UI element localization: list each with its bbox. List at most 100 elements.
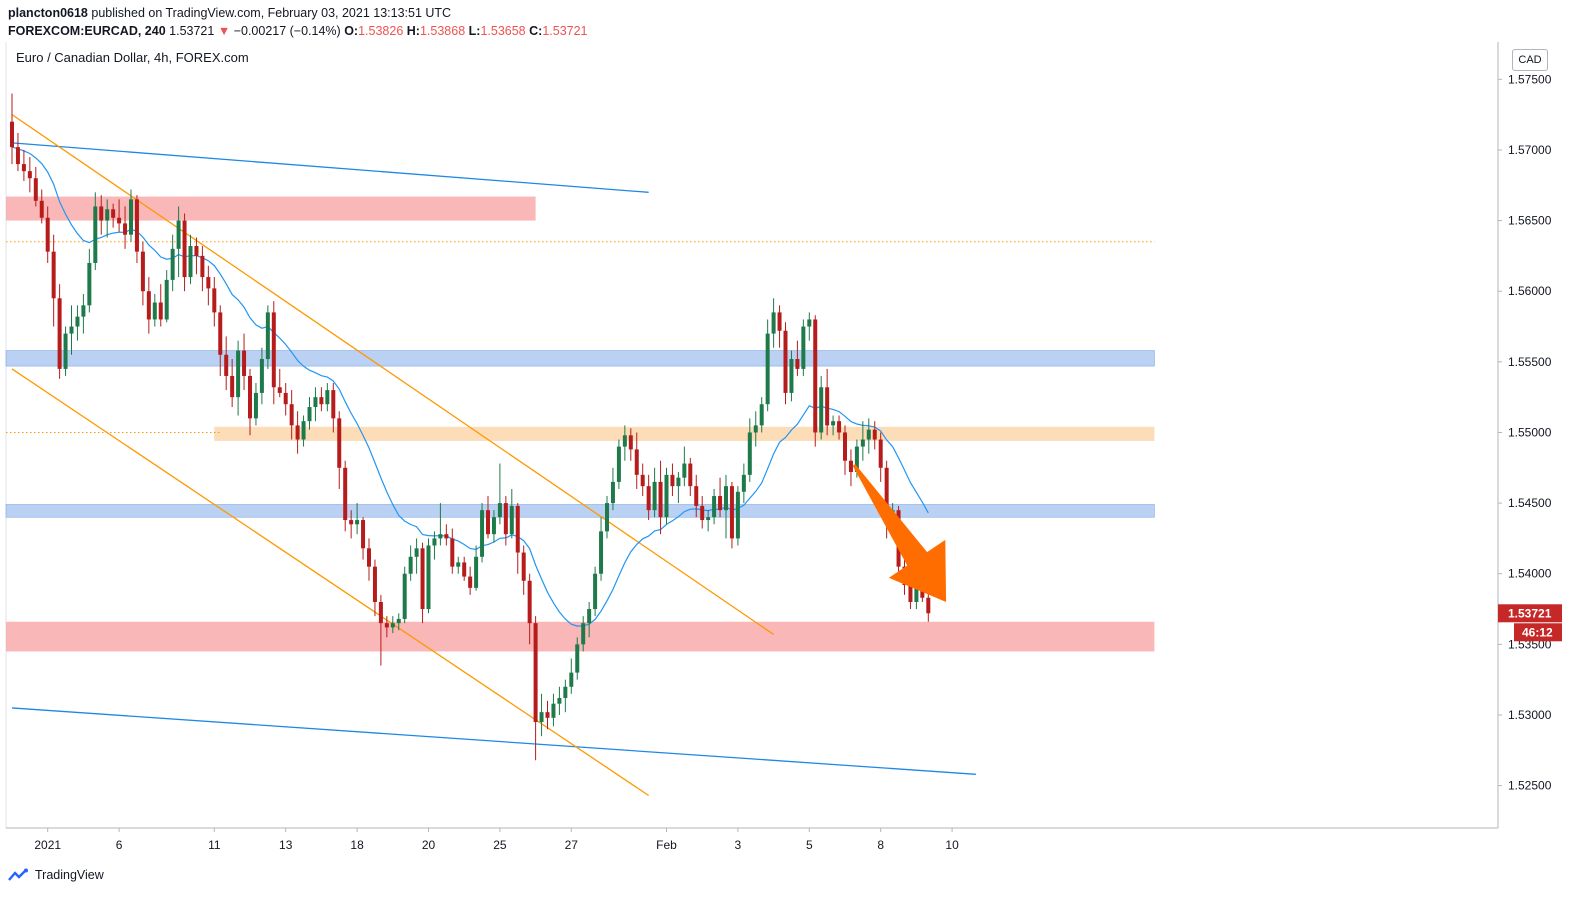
- footer-brand[interactable]: TradingView: [8, 868, 104, 882]
- x-tick-label: 3: [735, 838, 742, 852]
- countdown-label: 46:12: [1522, 625, 1553, 639]
- candle-body: [486, 510, 490, 535]
- candle-body: [843, 432, 847, 461]
- candle-body: [200, 255, 205, 278]
- publisher-name[interactable]: plancton0618: [8, 6, 88, 20]
- candle-body: [825, 387, 830, 426]
- candle-body: [521, 552, 526, 581]
- candle: [527, 573, 532, 645]
- candle-body: [301, 421, 306, 440]
- candle-body: [259, 359, 264, 393]
- candle: [331, 383, 336, 433]
- candle-body: [414, 548, 419, 557]
- countdown-label-bg: [1514, 623, 1562, 642]
- candle-body: [146, 291, 151, 320]
- zone-support-blue: [5, 504, 1155, 518]
- candle: [57, 284, 62, 379]
- candle-body: [87, 262, 92, 306]
- candle-body: [819, 387, 824, 433]
- candle-body: [349, 520, 354, 525]
- candle-body: [593, 573, 598, 610]
- current-price-label-bg: [1498, 604, 1562, 623]
- candle-body: [789, 359, 794, 393]
- candle-body: [384, 623, 389, 628]
- candle-body: [343, 467, 348, 521]
- candle-body: [206, 277, 211, 289]
- zone-support-red: [6, 621, 1155, 652]
- chart-frame[interactable]: 1.57500 1.57000 1.56500 1.56000 1.55500 1.550…: [0, 42, 1574, 858]
- candle-body: [194, 246, 199, 256]
- candle-body: [503, 503, 508, 535]
- candle: [200, 246, 205, 292]
- candle-body: [367, 548, 371, 567]
- candle-body: [527, 580, 532, 624]
- candle-body: [313, 397, 318, 408]
- candle-body: [777, 312, 782, 331]
- symbol-title: Euro / Canadian Dollar, 4h, FOREX.com: [16, 50, 249, 65]
- candle: [569, 658, 574, 694]
- candle: [271, 301, 276, 405]
- candle: [93, 192, 98, 271]
- candle: [420, 542, 425, 624]
- candle-body: [45, 217, 50, 252]
- candle-body: [640, 474, 645, 487]
- publish-line: plancton0618 published on TradingView.co…: [8, 4, 588, 22]
- candle-body: [646, 486, 651, 511]
- x-tick-label: Feb: [656, 838, 677, 852]
- candle-body: [765, 333, 770, 405]
- x-tick-label: 2021: [34, 838, 61, 852]
- price-chart[interactable]: 1.57500 1.57000 1.56500 1.56000 1.55500 1.550…: [0, 42, 1574, 858]
- candle: [860, 421, 865, 461]
- candle-body: [837, 421, 842, 433]
- candle-body: [158, 302, 163, 320]
- candle: [123, 206, 128, 249]
- candle-body: [21, 164, 26, 172]
- candle-body: [533, 623, 538, 723]
- candle-body: [75, 316, 80, 327]
- candle-body: [515, 505, 520, 553]
- candle: [843, 425, 847, 475]
- candle-body: [634, 449, 639, 475]
- candle-body: [456, 562, 461, 567]
- candle: [45, 206, 50, 263]
- candle: [134, 195, 139, 263]
- candle: [176, 206, 181, 278]
- candle: [462, 556, 467, 581]
- candle: [491, 510, 496, 543]
- close-label: C:: [529, 24, 543, 38]
- y-tick-label: 1.55500: [1508, 355, 1552, 369]
- candle: [825, 368, 830, 436]
- candle-body: [729, 486, 734, 539]
- candle: [170, 234, 175, 292]
- candle-body: [438, 534, 443, 539]
- candle-body: [271, 312, 276, 388]
- candle-body: [224, 354, 229, 376]
- ohlc-line: FOREXCOM:EURCAD, 240 1.53721 ▼ −0.00217 …: [8, 22, 588, 40]
- candle-body: [378, 601, 383, 624]
- x-tick-label: 8: [877, 838, 884, 852]
- trendline-orange-upper: [11, 114, 774, 636]
- candle-body: [860, 439, 865, 447]
- candle: [111, 203, 116, 228]
- candle-body: [872, 429, 877, 440]
- candle: [682, 446, 687, 487]
- candle: [140, 241, 145, 306]
- candle: [581, 616, 586, 652]
- candle: [194, 237, 199, 275]
- candle: [741, 463, 746, 504]
- candle: [587, 601, 592, 638]
- low-value: 1.53658: [480, 24, 526, 38]
- candle: [747, 418, 752, 482]
- candle-body: [248, 375, 252, 419]
- publish-text: published on TradingView.com, February 0…: [91, 6, 452, 20]
- candle-body: [741, 474, 746, 492]
- candle-body: [759, 404, 764, 426]
- candle-body: [462, 562, 467, 577]
- candle: [307, 397, 312, 430]
- candle-body: [551, 703, 556, 718]
- y-tick-label: 1.53000: [1508, 708, 1552, 722]
- x-tick-label: 18: [350, 838, 364, 852]
- candle-body: [182, 220, 187, 278]
- currency-button[interactable]: CAD: [1512, 49, 1548, 71]
- candle-body: [908, 585, 913, 602]
